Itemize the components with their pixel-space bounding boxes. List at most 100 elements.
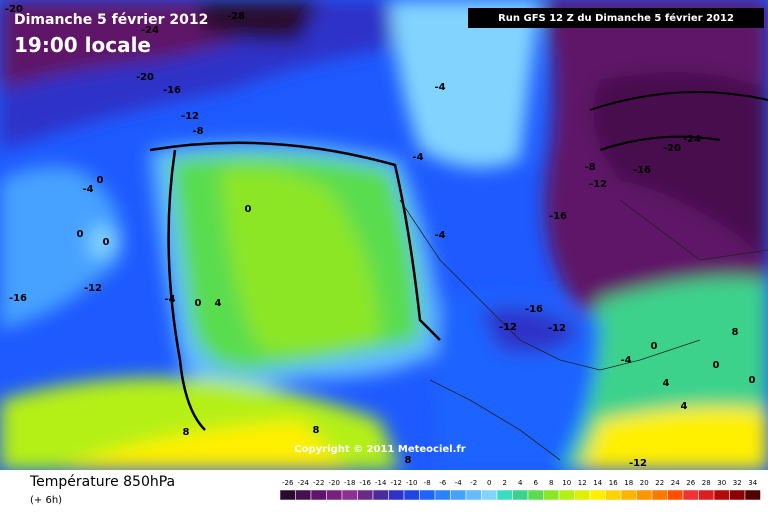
scale-swatch — [279, 489, 296, 501]
scale-label: 34 — [748, 479, 757, 487]
scale-label: 30 — [717, 479, 726, 487]
scale-label: 12 — [578, 479, 587, 487]
contour-label: 4 — [215, 298, 222, 309]
contour-label: -16 — [525, 304, 543, 315]
scale-label: -4 — [455, 479, 463, 487]
copyright: Copyright © 2011 Meteociel.fr — [294, 444, 465, 455]
contour-label: -20 — [663, 143, 681, 154]
zero-isotherm — [149, 141, 441, 341]
scale-swatch — [698, 489, 715, 501]
contour-label: -12 — [84, 283, 102, 294]
scale-label: 22 — [655, 479, 664, 487]
scale-swatch — [419, 489, 436, 501]
scale-label: 24 — [671, 479, 680, 487]
scale-label: 26 — [686, 479, 695, 487]
run-info: Run GFS 12 Z du Dimanche 5 février 2012 — [498, 12, 734, 24]
scale-swatch — [605, 489, 622, 501]
scale-label: -8 — [424, 479, 431, 487]
scale-swatch — [481, 489, 498, 501]
contour-label: 4 — [681, 401, 688, 412]
contour-label: -12 — [589, 179, 607, 190]
contour-label: -12 — [181, 111, 199, 122]
contour-label: -12 — [629, 458, 647, 469]
scale-swatch — [558, 489, 575, 501]
contour-label: 8 — [732, 327, 739, 338]
contour-label: -16 — [633, 165, 651, 176]
scale-swatch — [651, 489, 668, 501]
scale-swatch — [744, 489, 761, 501]
scale-label: -12 — [391, 479, 402, 487]
scale-swatch — [729, 489, 746, 501]
contour-label: -8 — [192, 126, 203, 137]
contour-label: -20 — [136, 72, 154, 83]
scale-swatch — [341, 489, 358, 501]
scale-label: 18 — [624, 479, 633, 487]
scale-label: 14 — [593, 479, 602, 487]
scale-swatch — [543, 489, 560, 501]
contour-label: -4 — [82, 184, 93, 195]
scale-label: -14 — [375, 479, 387, 487]
run-box — [468, 8, 764, 28]
scale-swatch — [574, 489, 591, 501]
contour-label: -4 — [434, 82, 445, 93]
scale-label: 20 — [640, 479, 649, 487]
map-time: 19:00 locale — [14, 33, 151, 57]
scale-swatch — [512, 489, 529, 501]
map-date: Dimanche 5 février 2012 — [14, 12, 208, 28]
scale-label: 10 — [562, 479, 571, 487]
zero-isotherm — [167, 149, 206, 431]
scale-swatch — [496, 489, 513, 501]
scale-label: -24 — [298, 479, 310, 487]
scale-label: -10 — [406, 479, 417, 487]
scale-swatch — [713, 489, 730, 501]
contour-label: -24 — [141, 25, 159, 36]
scale-swatch — [295, 489, 312, 501]
contour-label: -16 — [9, 293, 27, 304]
scale-swatch — [636, 489, 653, 501]
scale-label: 8 — [549, 479, 553, 487]
scale-swatch — [403, 489, 420, 501]
scale-swatch — [434, 489, 451, 501]
contour-label: -4 — [434, 230, 445, 241]
scale-swatch — [527, 489, 544, 501]
scale-label: -2 — [470, 479, 477, 487]
scale-label: -20 — [329, 479, 340, 487]
contour-label: -4 — [620, 355, 631, 366]
map: -20-28-24-20-16-12-8-4-4-8-12-16-24-20-1… — [0, 0, 768, 470]
scale-swatch — [620, 489, 637, 501]
contour-label: 0 — [245, 204, 252, 215]
contour-label: -8 — [584, 162, 595, 173]
scale-label: 16 — [609, 479, 618, 487]
contour-label: 0 — [103, 237, 110, 248]
scale-swatch — [465, 489, 482, 501]
scale-label: 4 — [518, 479, 523, 487]
contour-label: -24 — [683, 134, 701, 145]
scale-swatch — [310, 489, 327, 501]
scale-swatch — [326, 489, 343, 501]
scale-label: -16 — [360, 479, 372, 487]
footer-title: Température 850hPa — [29, 474, 175, 490]
scale-swatch — [450, 489, 467, 501]
contour-label: -16 — [549, 211, 567, 222]
scale-swatch — [357, 489, 374, 501]
contour-label: -4 — [164, 294, 175, 305]
contour-label: 0 — [713, 360, 720, 371]
coastline — [399, 199, 768, 461]
contour-label: 0 — [77, 229, 84, 240]
contour-label: 8 — [405, 455, 412, 466]
contour-label: 8 — [183, 427, 190, 438]
contour-label: 8 — [313, 425, 320, 436]
scale-label: 32 — [733, 479, 742, 487]
scale-label: 6 — [534, 479, 539, 487]
scale-swatch — [372, 489, 389, 501]
scale-label: -6 — [439, 479, 447, 487]
contour-label: 0 — [97, 175, 104, 186]
scale-swatch — [682, 489, 699, 501]
contour-label: 0 — [749, 375, 756, 386]
contour-labels: -20-28-24-20-16-12-8-4-4-8-12-16-24-20-1… — [5, 4, 756, 469]
scale-label: -18 — [344, 479, 355, 487]
contour-label: 0 — [651, 341, 658, 352]
contour-label: -20 — [5, 4, 23, 15]
footer-step: (+ 6h) — [30, 495, 62, 506]
scale-swatch — [388, 489, 405, 501]
